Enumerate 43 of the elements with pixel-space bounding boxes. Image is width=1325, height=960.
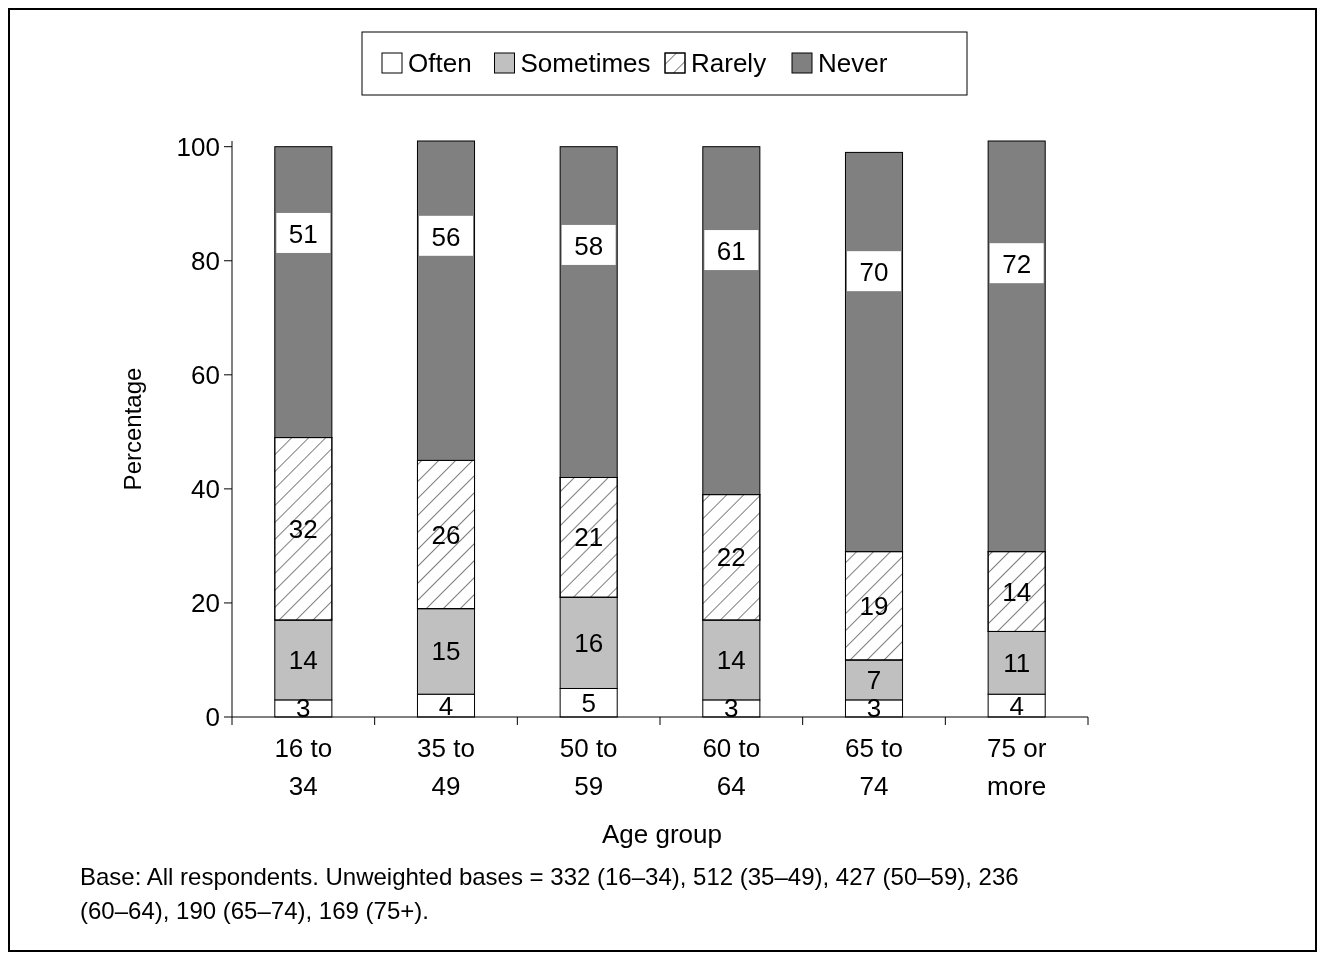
x-tick-label: 60 to 64 bbox=[702, 733, 761, 801]
x-tick-label: 16 to 34 bbox=[274, 733, 333, 801]
data-label: 16 bbox=[574, 627, 604, 658]
y-tick-label: 60 bbox=[191, 359, 220, 390]
data-label: 5 bbox=[581, 687, 596, 718]
data-label: 14 bbox=[1002, 576, 1032, 607]
data-label: 70 bbox=[859, 257, 889, 288]
data-label: 4 bbox=[438, 690, 454, 721]
y-tick-label: 40 bbox=[191, 473, 220, 504]
x-tick-label: 35 to 49 bbox=[417, 733, 475, 801]
data-label: 21 bbox=[574, 522, 604, 553]
data-label: 51 bbox=[288, 218, 318, 249]
data-label: 11 bbox=[1003, 647, 1031, 678]
x-tick-label: 75 or more bbox=[987, 733, 1047, 801]
y-tick-label: 0 bbox=[205, 702, 220, 732]
data-label: 15 bbox=[431, 636, 461, 667]
x-tick-label: 65 to 74 bbox=[845, 733, 903, 801]
y-tick-label: 100 bbox=[176, 131, 220, 162]
legend-label: Often bbox=[408, 48, 472, 78]
data-label: 19 bbox=[859, 590, 889, 621]
y-tick-label: 80 bbox=[191, 245, 220, 276]
data-label: 22 bbox=[716, 542, 746, 573]
data-label: 32 bbox=[288, 513, 318, 544]
data-label: 3 bbox=[724, 693, 739, 724]
legend-label: Sometimes bbox=[520, 48, 651, 78]
data-label: 58 bbox=[574, 230, 604, 261]
data-label: 72 bbox=[1002, 249, 1032, 280]
y-axis-title: Percentage bbox=[119, 367, 146, 491]
data-label: 61 bbox=[716, 236, 746, 267]
data-label: 56 bbox=[431, 221, 461, 252]
data-label: 3 bbox=[296, 693, 311, 724]
data-label: 26 bbox=[431, 519, 461, 550]
data-label: 14 bbox=[716, 644, 746, 675]
text: Base: All respondents. Unweighted bases = 332 (16–34), 512 (35–49), 427 (50–59), 236 (60–64), 190 (65–74), 169 (75+). bbox=[80, 863, 1019, 924]
data-label: 7 bbox=[866, 664, 882, 695]
y-tick-label: 20 bbox=[191, 587, 220, 618]
data-label: 14 bbox=[288, 644, 318, 675]
x-tick-label: 50 to 59 bbox=[559, 733, 618, 801]
data-label: 4 bbox=[1009, 690, 1024, 721]
legend-label: Never bbox=[818, 48, 888, 78]
legend-label: Rarely bbox=[691, 48, 767, 78]
data-label: 3 bbox=[866, 693, 882, 724]
x-axis-title: Age group bbox=[602, 819, 722, 849]
